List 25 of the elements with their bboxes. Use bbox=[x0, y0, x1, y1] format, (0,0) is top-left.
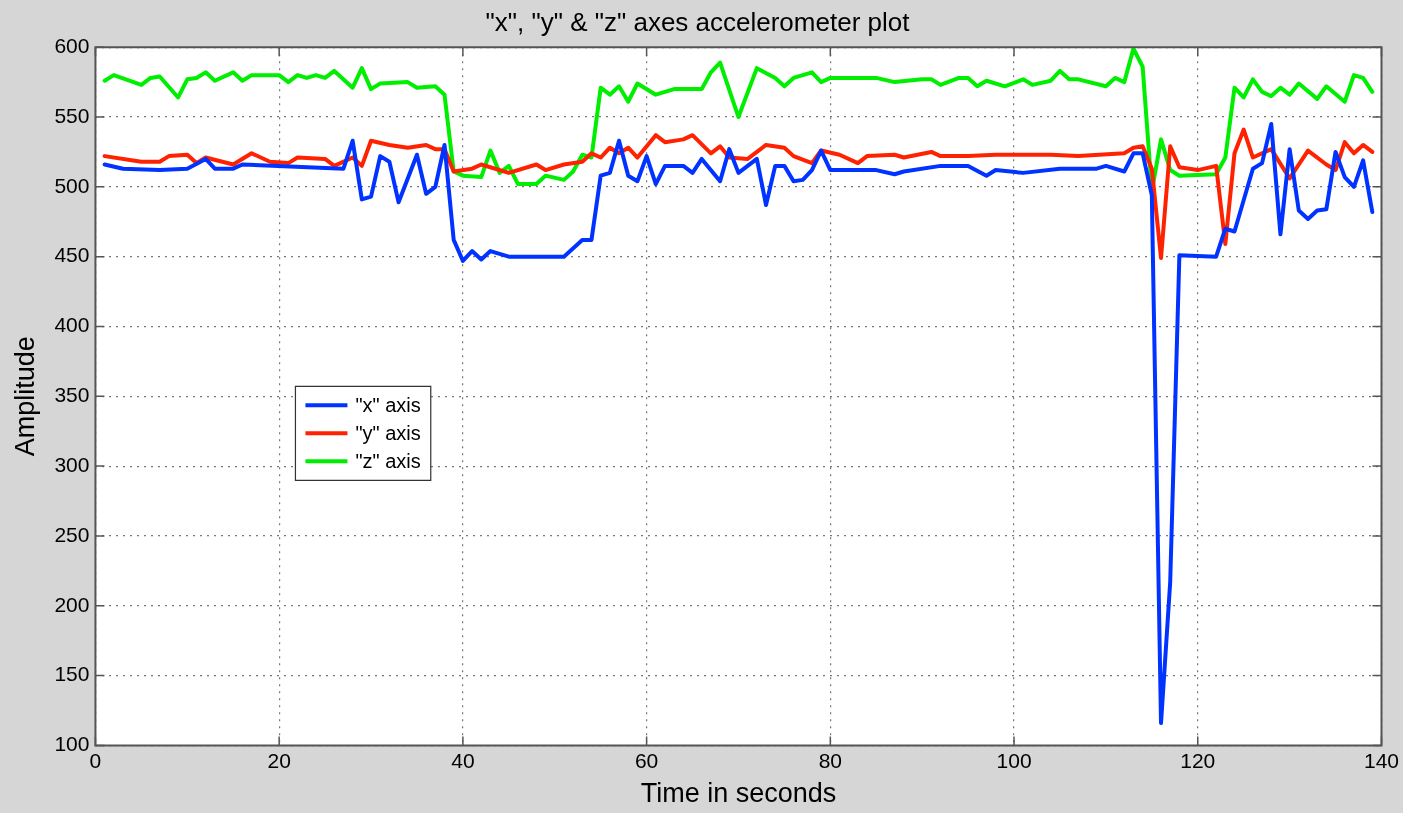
y-tick-label: 350 bbox=[54, 383, 90, 407]
x-tick-label: 80 bbox=[818, 748, 842, 772]
x-tick-label: 100 bbox=[996, 748, 1032, 772]
y-tick-label: 250 bbox=[54, 522, 90, 546]
y-tick-label: 150 bbox=[54, 662, 90, 686]
x-tick-label: 0 bbox=[89, 748, 102, 772]
y-axis-title: Amplitude bbox=[9, 336, 40, 457]
chart-title: "x", "y" & "z" axes accelerometer plot bbox=[485, 6, 911, 37]
x-tick-label: 20 bbox=[267, 748, 291, 772]
y-tick-label: 200 bbox=[54, 592, 90, 616]
y-tick-label: 500 bbox=[54, 173, 90, 197]
x-tick-label: 40 bbox=[451, 748, 475, 772]
y-tick-label: 600 bbox=[54, 34, 90, 57]
x-tick-label: 60 bbox=[634, 748, 659, 772]
x-tick-label: 120 bbox=[1180, 748, 1216, 772]
legend-label: "z" axis bbox=[355, 449, 421, 472]
y-tick-label: 100 bbox=[54, 732, 90, 756]
legend-label: "y" axis bbox=[355, 421, 421, 444]
x-tick-label: 140 bbox=[1363, 748, 1399, 772]
legend-label: "x" axis bbox=[355, 393, 421, 416]
y-tick-label: 550 bbox=[54, 103, 90, 127]
y-tick-label: 450 bbox=[54, 243, 90, 267]
y-tick-label: 300 bbox=[54, 452, 90, 476]
y-tick-label: 400 bbox=[54, 313, 90, 337]
x-axis-title: Time in seconds bbox=[640, 778, 837, 809]
